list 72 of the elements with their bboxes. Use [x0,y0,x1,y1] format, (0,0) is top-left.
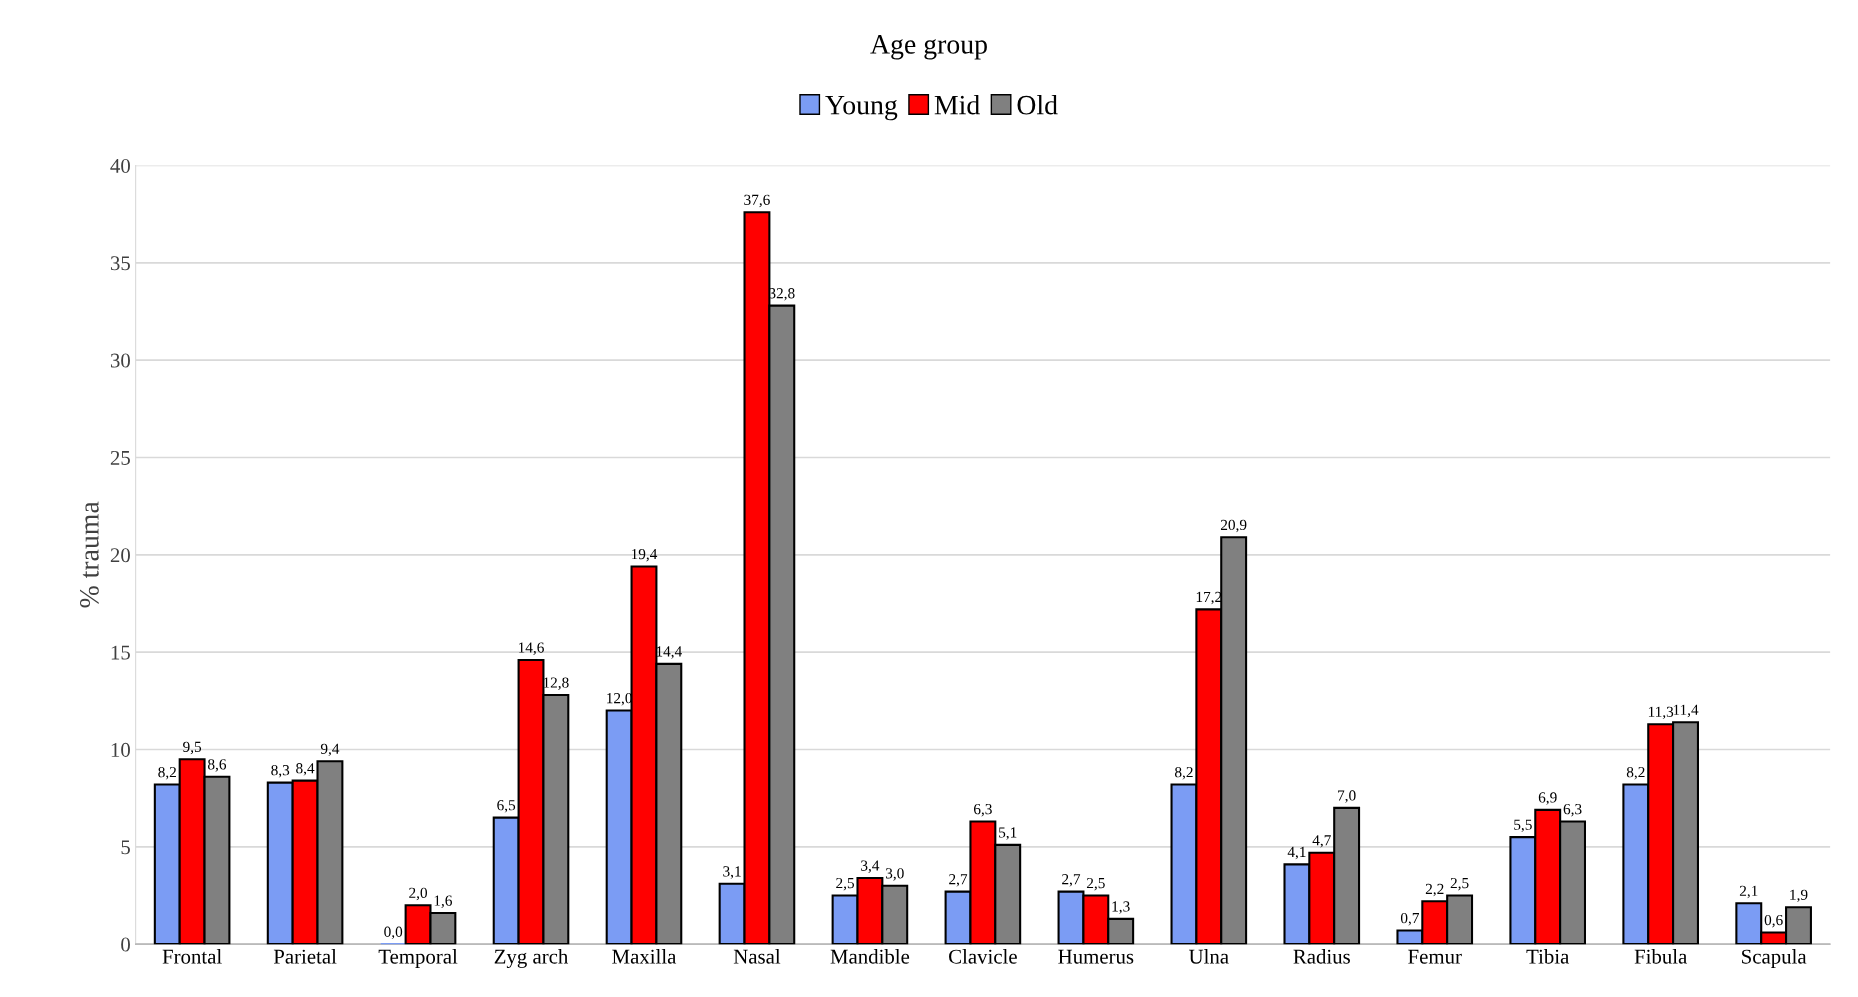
x-tick-label: Frontal [162,949,222,964]
data-label: 6,9 [1538,792,1557,805]
x-tick-label: Mandible [830,949,910,964]
data-label: 8,4 [296,763,315,776]
data-label: 7,0 [1338,790,1356,803]
data-label: 8,2 [1175,766,1193,780]
data-label: 3,1 [723,866,741,879]
data-label: 4,1 [1287,846,1306,860]
data-label: 6,5 [497,800,516,813]
y-axis-title: % trauma [80,501,99,608]
data-label: 11,3 [1648,706,1674,720]
data-label: 6,3 [1563,803,1582,817]
y-tick-label: 5 [121,840,130,855]
data-label: 2,5 [1450,877,1469,891]
data-label: 2,2 [1425,883,1444,897]
x-tick-label: Fibula [1634,949,1688,964]
x-tick-label: Scapula [1742,949,1807,968]
data-label: 19,4 [631,548,658,562]
data-label: 3,0 [885,868,904,881]
y-tick-label: 30 [110,353,130,368]
data-label: 11,4 [1673,704,1699,718]
x-tick-label: Parietal [273,949,337,964]
data-label: 4,7 [1312,835,1331,848]
data-label: 9,5 [183,741,202,755]
chart-title: Age group [870,35,987,60]
data-label: 0,0 [384,926,403,940]
data-label: 14,4 [656,646,682,659]
data-label: 12,8 [543,677,569,690]
data-label: 5,1 [999,827,1017,840]
data-label: 0,7 [1400,912,1419,926]
data-label: 1,6 [434,895,452,908]
data-label: 6,3 [973,803,992,817]
x-tick-label: Zyg arch [494,949,569,968]
data-label: 2,5 [836,877,855,891]
data-label: 2,0 [409,887,428,901]
x-tick-label: Femur [1408,949,1462,964]
data-label: 3,4 [861,860,880,873]
x-tick-label: Temporal [378,949,458,968]
legend-label: Mid [934,94,980,115]
x-tick-label: Tibia [1526,949,1570,964]
y-tick-label: 25 [110,450,130,465]
data-label: 9,4 [320,743,340,757]
y-tick-label: 40 [110,158,130,173]
y-tick-label: 20 [110,548,130,563]
data-label: 5,5 [1514,819,1532,833]
data-label: 2,5 [1086,877,1105,891]
data-label: 0,6 [1764,914,1783,928]
x-tick-label: Radius [1293,949,1350,964]
data-label: 37,6 [744,194,770,208]
y-tick-label: 15 [111,645,130,660]
data-label: 8,3 [271,765,290,778]
x-tick-label: Humerus [1058,949,1134,964]
data-label: 2,1 [1739,885,1758,899]
data-label: 8,2 [158,766,176,780]
x-tick-label: Nasal [733,949,781,964]
data-label: 2,7 [1062,874,1081,887]
x-tick-label: Clavicle [949,949,1017,964]
legend-label: Young [825,96,898,121]
data-label: 14,6 [518,642,544,655]
y-tick-label: 35 [110,256,130,271]
data-label: 1,9 [1790,889,1808,903]
data-label: 8,6 [208,759,227,772]
data-label: 1,3 [1112,901,1130,914]
data-label: 8,2 [1626,766,1645,780]
data-label: 32,8 [769,288,795,301]
x-tick-label: Maxilla [612,949,677,964]
y-tick-label: 0 [121,937,130,952]
data-label: 2,7 [949,874,968,887]
x-tick-label: Ulna [1189,949,1229,964]
y-tick-label: 10 [111,742,130,757]
legend-label: Old [1017,94,1058,115]
data-label: 20,9 [1220,519,1247,533]
